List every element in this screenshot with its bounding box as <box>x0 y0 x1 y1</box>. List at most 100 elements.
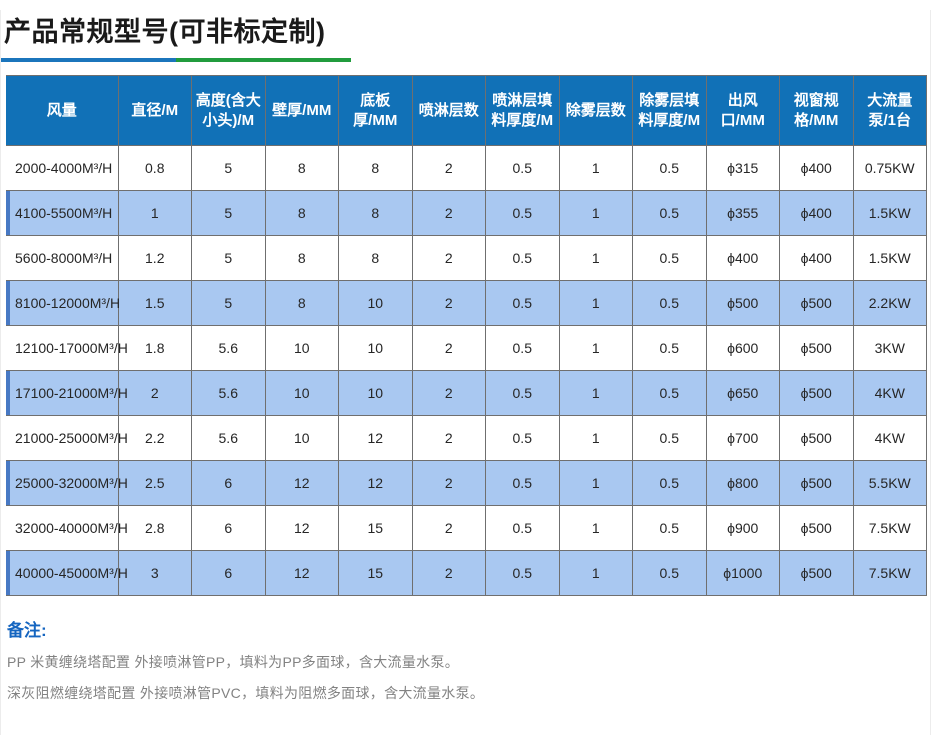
table-cell: 2 <box>117 370 192 416</box>
table-cell: 1 <box>558 190 633 236</box>
table-cell: 0.8 <box>117 145 192 191</box>
remarks-title: 备注: <box>7 621 47 640</box>
table-cell: 5.6 <box>191 325 266 371</box>
table-cell: 0.5 <box>485 415 560 461</box>
airflow-range-cell: 5600-8000M³/H <box>6 235 119 281</box>
table-cell: 2 <box>411 505 486 551</box>
airflow-range-cell: 2000-4000M³/H <box>6 145 119 191</box>
table-row: 5600-8000M³/H 1.2 5 8 8 2 0.5 1 0.5 ϕ400 ϕ400 1.5KW <box>6 235 927 281</box>
table-header: 风量 直径/M 高度(含大小头)/M 壁厚/MM 底板厚/MM 喷淋层数 喷淋层填料厚度/M… <box>6 75 927 146</box>
table-cell: 3 <box>117 550 192 596</box>
table-cell: ϕ400 <box>705 235 780 281</box>
table-row: 2000-4000M³/H 0.8 5 8 8 2 0.5 1 0.5 ϕ315 ϕ400 0.75K… <box>6 145 927 191</box>
table-cell: 6 <box>191 460 266 506</box>
table-cell: 1.8 <box>117 325 192 371</box>
table-cell: 1 <box>558 370 633 416</box>
table-cell: 5.6 <box>191 415 266 461</box>
table-cell: 1.5KW <box>852 190 927 236</box>
table-cell: 8 <box>264 190 339 236</box>
table-cell: 0.5 <box>485 550 560 596</box>
table-cell: 2.8 <box>117 505 192 551</box>
table-row: 17100-21000M³/H 2 5.6 10 10 2 0.5 1 0.5 ϕ650 ϕ500 4… <box>6 370 927 416</box>
table-cell: 6 <box>191 505 266 551</box>
table-cell: ϕ400 <box>779 235 854 281</box>
column-header: 高度(含大小头)/M <box>191 75 266 146</box>
airflow-range-cell: 17100-21000M³/H <box>6 370 128 416</box>
table-cell: 0.5 <box>485 460 560 506</box>
table-cell: ϕ500 <box>779 550 854 596</box>
airflow-range-cell: 21000-25000M³/H <box>6 415 128 461</box>
underline-blue-segment <box>1 58 176 62</box>
table-cell: ϕ700 <box>705 415 780 461</box>
table-cell: 12 <box>338 415 413 461</box>
table-cell: ϕ355 <box>705 190 780 236</box>
remark-line-pp: PP 米黄缠绕塔配置 外接喷淋管PP，填料为PP多面球，含大流量水泵。 <box>7 654 460 670</box>
table-cell: ϕ650 <box>705 370 780 416</box>
table-cell: 10 <box>264 325 339 371</box>
table-row: 25000-32000M³/H 2.5 6 12 12 2 0.5 1 0.5 ϕ800 ϕ500 5… <box>6 460 927 506</box>
table-cell: 2.5 <box>117 460 192 506</box>
airflow-range-cell: 40000-45000M³/H <box>6 550 128 596</box>
table-row: 32000-40000M³/H 2.8 6 12 15 2 0.5 1 0.5 ϕ900 ϕ500 7… <box>6 505 927 551</box>
table-cell: 2 <box>411 415 486 461</box>
table-cell: 3KW <box>852 325 927 371</box>
table-cell: 2.2 <box>117 415 192 461</box>
table-cell: 8 <box>338 145 413 191</box>
table-cell: 0.5 <box>485 370 560 416</box>
table-row: 12100-17000M³/H 1.8 5.6 10 10 2 0.5 1 0.5 ϕ600 ϕ50… <box>6 325 927 371</box>
column-header: 除雾层填料厚度/M <box>632 75 707 146</box>
table-cell: 2 <box>411 190 486 236</box>
table-cell: 0.5 <box>632 505 707 551</box>
table-row: 4100-5500M³/H 1 5 8 8 2 0.5 1 0.5 ϕ355 ϕ400 1.5KW <box>6 190 927 236</box>
table-cell: 8 <box>264 280 339 326</box>
airflow-range-cell: 32000-40000M³/H <box>6 505 128 551</box>
table-cell: 8 <box>338 235 413 281</box>
table-cell: 1.5 <box>117 280 192 326</box>
table-cell: 8 <box>264 235 339 281</box>
table-cell: 0.5 <box>632 460 707 506</box>
column-header: 出风口/MM <box>705 75 780 146</box>
table-cell: 10 <box>264 415 339 461</box>
column-header: 大流量泵/1台 <box>852 75 927 146</box>
table-cell: 8 <box>338 190 413 236</box>
column-header: 底板厚/MM <box>338 75 413 146</box>
column-header: 视窗规格/MM <box>779 75 854 146</box>
table-cell: 1 <box>558 460 633 506</box>
table-cell: 1.2 <box>117 235 192 281</box>
table-cell: ϕ600 <box>705 325 780 371</box>
table-cell: 0.5 <box>485 505 560 551</box>
page-title: 产品常规型号(可非标定制) <box>4 17 326 47</box>
table-cell: 4KW <box>852 370 927 416</box>
table-cell: 0.5 <box>632 415 707 461</box>
table-cell: ϕ1000 <box>705 550 780 596</box>
table-cell: 2 <box>411 280 486 326</box>
table-cell: 2 <box>411 370 486 416</box>
table-cell: ϕ500 <box>779 415 854 461</box>
table-cell: 2 <box>411 145 486 191</box>
table-cell: ϕ500 <box>779 280 854 326</box>
table-cell: 0.5 <box>632 235 707 281</box>
table-cell: 8 <box>264 145 339 191</box>
table-cell: 12 <box>264 460 339 506</box>
table-cell: 1 <box>558 415 633 461</box>
table-row: 40000-45000M³/H 3 6 12 15 2 0.5 1 0.5 ϕ1000 ϕ500 7.… <box>6 550 927 596</box>
table-cell: 10 <box>264 370 339 416</box>
table-cell: 2 <box>411 325 486 371</box>
table-cell: ϕ500 <box>779 505 854 551</box>
table-cell: 0.5 <box>632 190 707 236</box>
column-header: 壁厚/MM <box>264 75 339 146</box>
table-cell: 1 <box>558 235 633 281</box>
product-spec-table: 风量 直径/M 高度(含大小头)/M 壁厚/MM 底板厚/MM 喷淋层数 喷淋层填料厚度/M… <box>6 75 927 596</box>
title-underline <box>1 58 351 62</box>
table-cell: 5 <box>191 235 266 281</box>
table-cell: 0.5 <box>485 235 560 281</box>
table-cell: 0.5 <box>632 370 707 416</box>
table-cell: 12 <box>338 460 413 506</box>
table-cell: 2 <box>411 550 486 596</box>
table-cell: 0.5 <box>485 145 560 191</box>
table-cell: 12 <box>264 505 339 551</box>
column-header: 除雾层数 <box>558 75 633 146</box>
table-cell: 0.5 <box>632 280 707 326</box>
remarks-section: 备注: PP 米黄缠绕塔配置 外接喷淋管PP，填料为PP多面球，含大流量水泵。 … <box>7 616 930 703</box>
table-cell: 0.5 <box>632 145 707 191</box>
